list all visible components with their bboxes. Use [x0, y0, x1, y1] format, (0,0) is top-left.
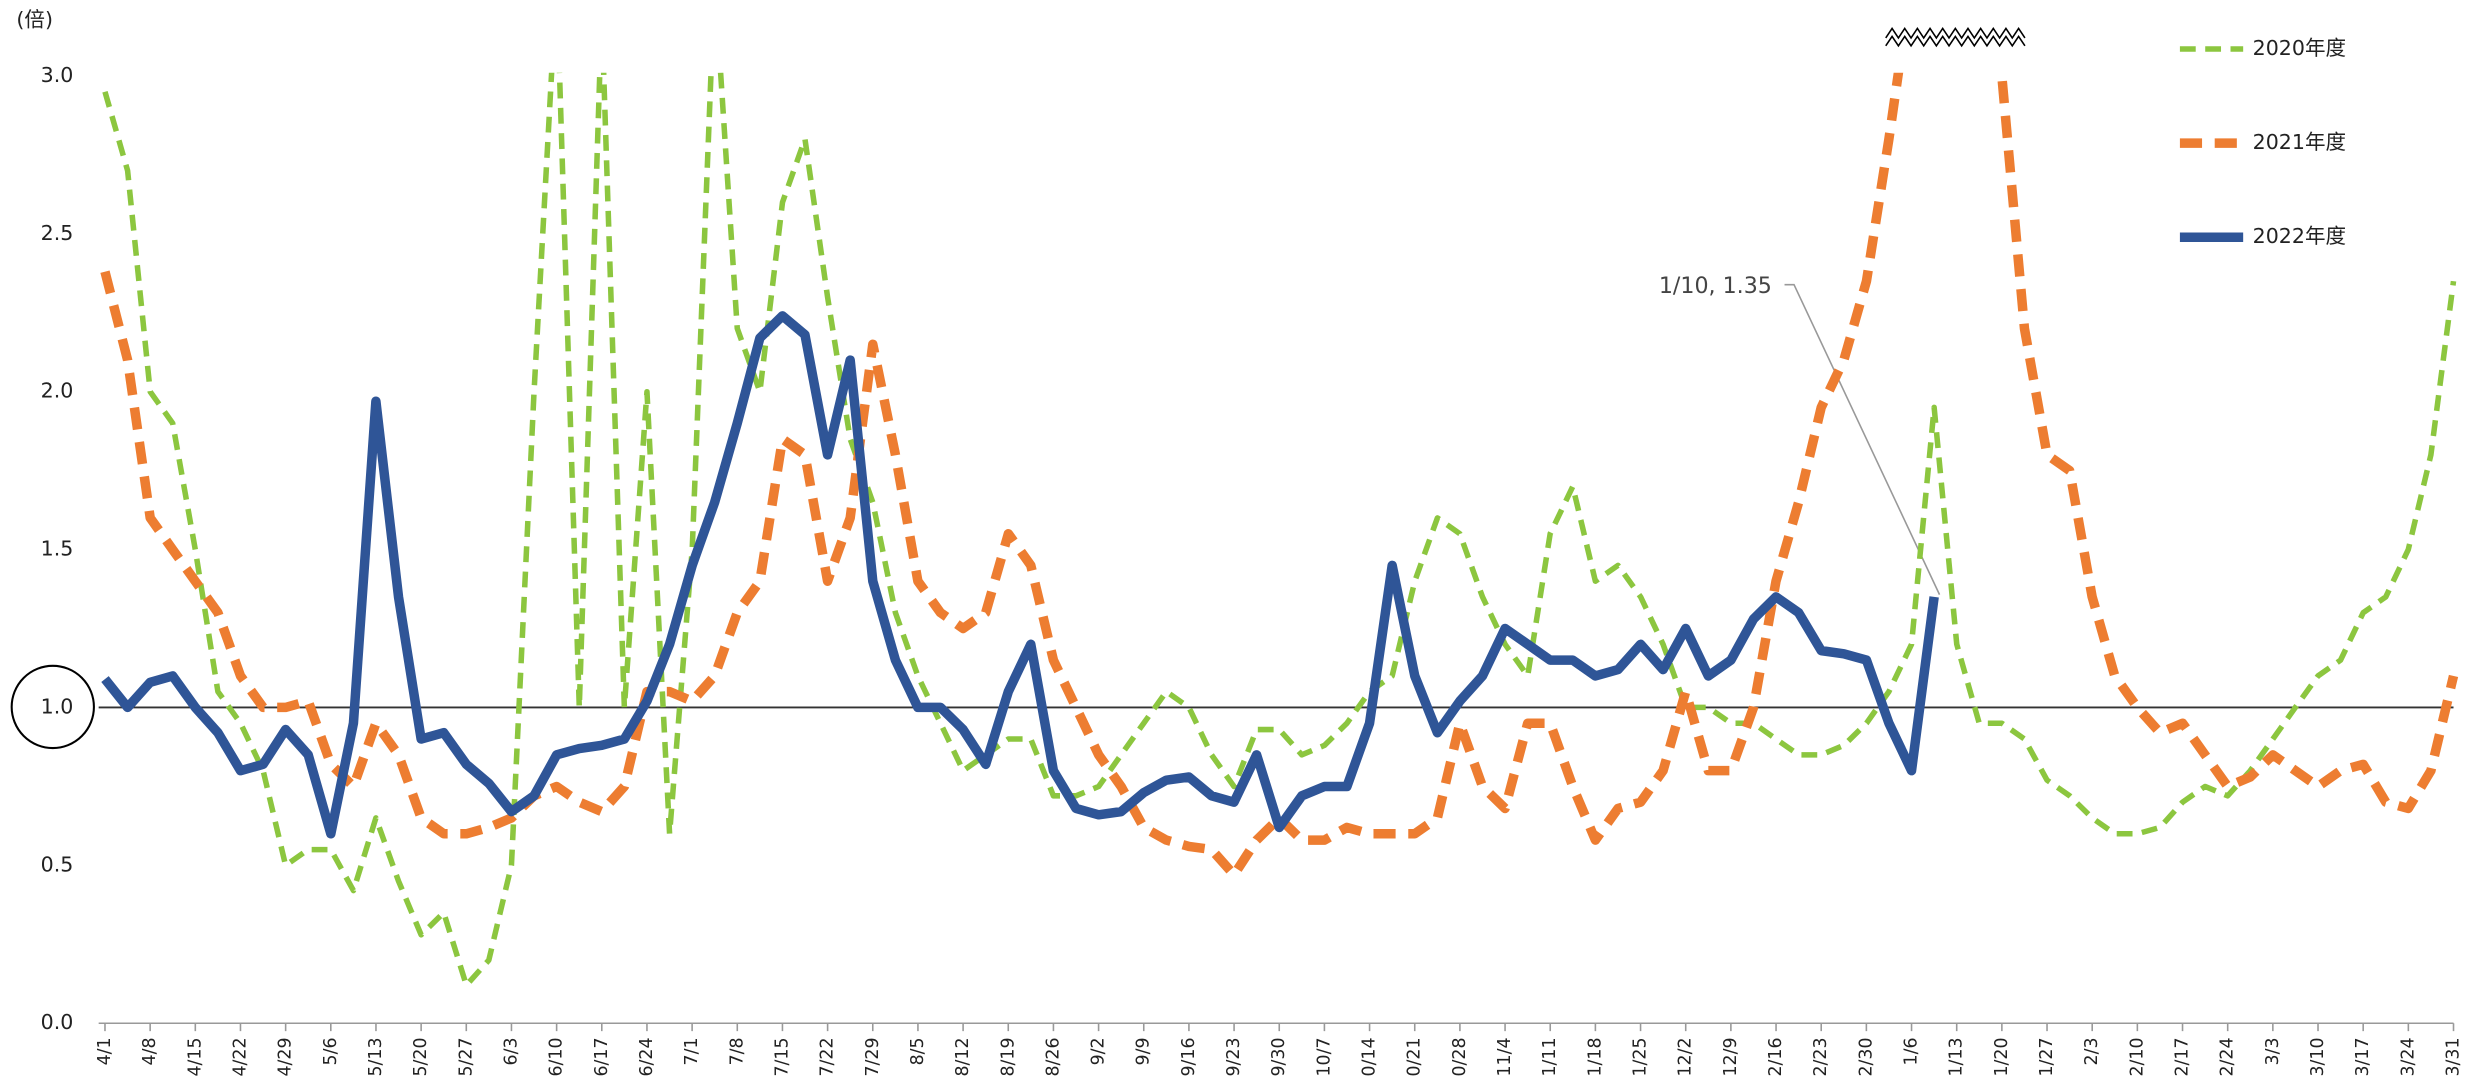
y-tick-label: 1.5 [41, 537, 74, 561]
x-tick-label: 5/20 [411, 1037, 431, 1076]
y-unit: (倍) [16, 8, 53, 32]
x-tick-label: 10/14 [1360, 1037, 1380, 1077]
x-tick-label: 1/13 [1947, 1037, 1967, 1076]
x-tick-label: 6/17 [592, 1037, 612, 1076]
x-tick-label: 7/8 [727, 1037, 747, 1065]
x-tick-label: 1/27 [2037, 1037, 2057, 1076]
x-tick-label: 4/8 [140, 1037, 160, 1065]
y-tick-label: 2.5 [41, 221, 74, 245]
x-tick-label: 4/29 [276, 1037, 296, 1076]
x-tick-label: 6/3 [501, 1037, 521, 1065]
x-tick-label: 7/1 [682, 1037, 702, 1065]
x-tick-label: 9/16 [1179, 1037, 1199, 1076]
x-tick-label: 1/6 [1902, 1037, 1922, 1065]
legend-label: 2020年度 [2253, 36, 2346, 60]
y-tick-label: 1.0 [41, 694, 74, 718]
x-tick-label: 8/5 [908, 1037, 928, 1065]
x-tick-label: 3/31 [2444, 1037, 2464, 1076]
x-tick-label: 3/10 [2308, 1037, 2328, 1076]
annotation-leader [1784, 283, 1941, 595]
series-line [100, 72, 2459, 880]
y-tick-label: 0.5 [41, 852, 74, 876]
x-tick-label: 3/17 [2353, 1037, 2373, 1076]
x-tick-label: 12/2 [1676, 1037, 1696, 1076]
legend-label: 2021年度 [2253, 130, 2346, 154]
x-tick-label: 9/2 [1089, 1037, 1109, 1065]
x-tick-label: 3/3 [2263, 1037, 2283, 1065]
x-tick-label: 2/17 [2173, 1037, 2193, 1076]
x-tick-label: 12/16 [1766, 1037, 1786, 1077]
axis-break [1885, 27, 2026, 48]
x-tick-label: 1/20 [1992, 1037, 2012, 1076]
x-tick-label: 2/10 [2127, 1037, 2147, 1076]
x-tick-label: 11/4 [1495, 1037, 1515, 1076]
y-tick-label: 2.0 [41, 379, 74, 403]
x-tick-label: 12/23 [1811, 1037, 1831, 1077]
x-tick-label: 11/11 [1540, 1037, 1560, 1077]
plot-area [100, 72, 2459, 989]
x-tick-label: 7/29 [863, 1037, 883, 1076]
x-tick-label: 10/7 [1314, 1037, 1334, 1076]
x-tick-label: 7/22 [818, 1037, 838, 1076]
series-line [102, 72, 2457, 989]
x-tick-label: 4/15 [185, 1037, 205, 1076]
x-tick-label: 9/9 [1134, 1037, 1154, 1065]
x-tick-label: 4/22 [230, 1037, 250, 1076]
y-tick-label: 0.0 [41, 1010, 74, 1034]
series-line [101, 311, 1939, 839]
x-tick-label: 11/18 [1585, 1037, 1605, 1077]
x-tick-label: 3/24 [2398, 1037, 2418, 1076]
x-tick-label: 8/12 [953, 1037, 973, 1076]
x-tick-label: 6/10 [547, 1037, 567, 1076]
legend-label: 2022年度 [2253, 224, 2346, 248]
x-tick-label: 9/30 [1269, 1037, 1289, 1076]
x-tick-label: 5/6 [321, 1037, 341, 1065]
x-tick-label: 11/25 [1631, 1037, 1651, 1077]
x-tick-label: 12/30 [1856, 1037, 1876, 1077]
x-tick-label: 10/21 [1405, 1037, 1425, 1077]
x-tick-label: 6/24 [637, 1037, 657, 1076]
x-tick-label: 8/26 [1043, 1037, 1063, 1076]
x-tick-label: 4/1 [95, 1037, 115, 1065]
x-tick-label: 7/15 [772, 1037, 792, 1076]
x-tick-label: 10/28 [1450, 1037, 1470, 1077]
x-tick-label: 2/24 [2218, 1037, 2238, 1076]
highlight-circle [10, 664, 95, 750]
x-tick-label: 2/3 [2082, 1037, 2102, 1065]
x-tick-label: 9/23 [1224, 1037, 1244, 1076]
x-tick-label: 5/27 [456, 1037, 476, 1076]
x-tick-label: 5/13 [366, 1037, 386, 1076]
y-tick-label: 3.0 [41, 63, 74, 87]
annotation: 1/10, 1.35 [1659, 273, 1772, 299]
x-tick-label: 8/19 [998, 1037, 1018, 1076]
x-tick-label: 12/9 [1721, 1037, 1741, 1076]
